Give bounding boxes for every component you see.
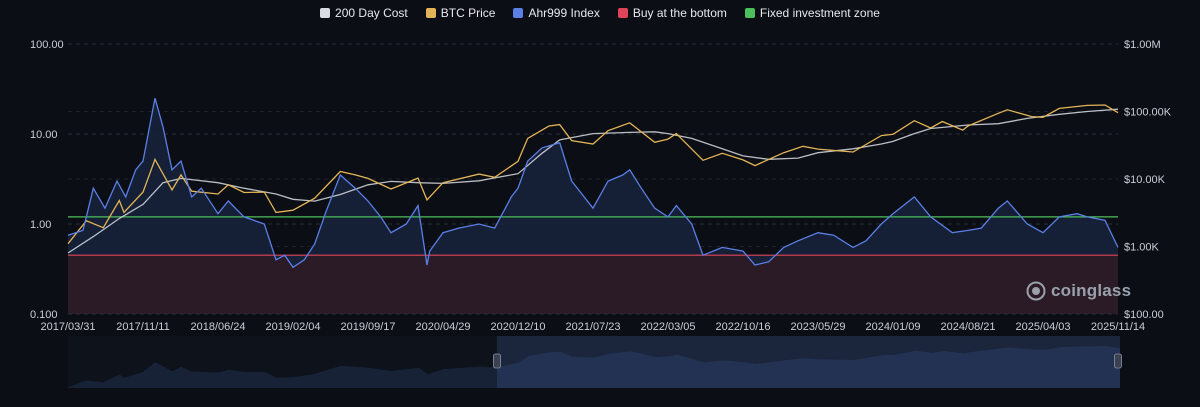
chart-legend: 200 Day Cost BTC Price Ahr999 Index Buy … [0, 6, 1200, 20]
y-right-tick-label: $1.00K [1124, 242, 1160, 254]
x-tick-label: 2019/02/04 [265, 321, 320, 333]
coinglass-logo-text: coinglass [1051, 281, 1132, 300]
y-right-tick-label: $1.00M [1124, 39, 1161, 51]
y-left-tick-label: 100.00 [30, 39, 64, 51]
y-left-tick-label: 10.00 [30, 129, 58, 141]
navigator-unselected [68, 336, 497, 388]
legend-label: Buy at the bottom [632, 6, 727, 20]
legend-label: BTC Price [440, 6, 496, 20]
x-tick-label: 2025/11/14 [1091, 321, 1145, 333]
x-tick-label: 2022/10/16 [715, 321, 770, 333]
ahr999-area [68, 98, 1118, 268]
legend-item-btc-price[interactable]: BTC Price [425, 6, 496, 20]
x-tick-label: 2024/01/09 [865, 321, 920, 333]
y-right-tick-label: $10.00K [1124, 174, 1166, 186]
y-left-tick-label: 0.100 [30, 309, 58, 321]
legend-label: Fixed investment zone [759, 6, 880, 20]
coinglass-logo: coinglass [1026, 281, 1131, 301]
btc-price-line [67, 104, 1119, 245]
ahr999-index-line [67, 98, 1119, 269]
navigator-left-handle[interactable] [493, 353, 501, 369]
navigator-series-area [68, 346, 1120, 388]
x-tick-label: 2020/04/29 [415, 321, 470, 333]
x-tick-label: 2020/12/10 [490, 321, 545, 333]
y-right-tick-label: $100.00K [1124, 107, 1172, 119]
coinglass-logo-icon [1026, 281, 1046, 301]
x-tick-label: 2019/09/17 [340, 321, 395, 333]
x-tick-label: 2018/06/24 [190, 321, 245, 333]
x-tick-label: 2024/08/21 [940, 321, 995, 333]
x-tick-label: 2017/11/11 [116, 321, 169, 333]
x-tick-label: 2025/04/03 [1015, 321, 1070, 333]
legend-swatch [744, 8, 755, 18]
legend-swatch [617, 8, 628, 18]
buy-zone-area [68, 255, 1118, 314]
x-tick-label: 2022/03/05 [640, 321, 695, 333]
x-tick-label: 2017/03/31 [40, 321, 95, 333]
y-right-tick-label: $100.00 [1124, 309, 1164, 321]
navigator-selection[interactable] [497, 336, 1120, 388]
legend-label: Ahr999 Index [528, 6, 600, 20]
legend-swatch [320, 8, 331, 18]
200-day-cost-line [67, 108, 1119, 254]
legend-item-buy-at-the-bottom[interactable]: Buy at the bottom [617, 6, 727, 20]
legend-item-fixed-investment-zone[interactable]: Fixed investment zone [744, 6, 880, 20]
x-tick-label: 2023/05/29 [790, 321, 845, 333]
y-left-tick-label: 1.00 [30, 219, 51, 231]
navigator-right-handle[interactable] [1114, 353, 1122, 369]
legend-swatch [425, 8, 436, 18]
legend-item-200-day-cost[interactable]: 200 Day Cost [320, 6, 408, 20]
x-tick-label: 2021/07/23 [565, 321, 620, 333]
legend-swatch [513, 8, 524, 18]
legend-label: 200 Day Cost [335, 6, 408, 20]
legend-item-ahr999-index[interactable]: Ahr999 Index [513, 6, 600, 20]
